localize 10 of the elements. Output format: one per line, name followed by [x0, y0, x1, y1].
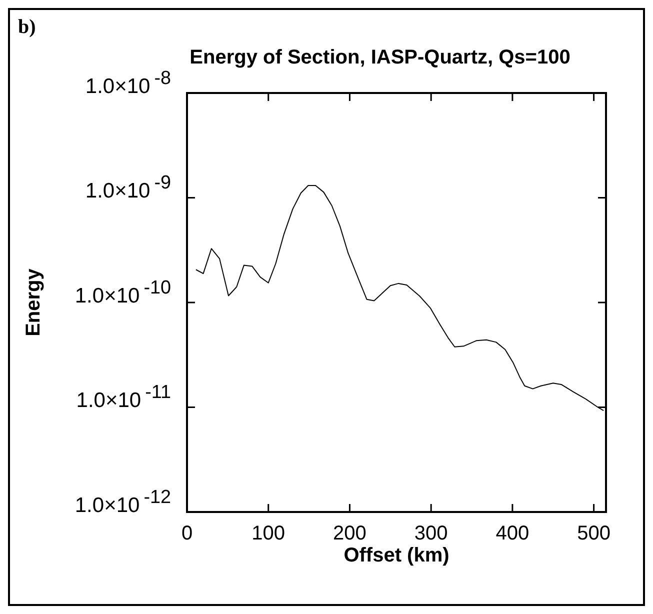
x-tick-label: 300 [414, 522, 448, 545]
x-tick-label: 400 [496, 522, 530, 545]
x-tick-label: 100 [252, 522, 286, 545]
x-axis-title: Offset (km) [344, 544, 450, 567]
text: b) [18, 16, 36, 38]
x-tick-label: 500 [577, 522, 610, 545]
y-axis-title: Energy [22, 268, 45, 336]
x-tick-label: 0 [181, 522, 193, 545]
x-tick-label: 200 [333, 522, 366, 545]
chart-title: Energy of Section, IASP-Quartz, Qs=100 [190, 46, 570, 69]
